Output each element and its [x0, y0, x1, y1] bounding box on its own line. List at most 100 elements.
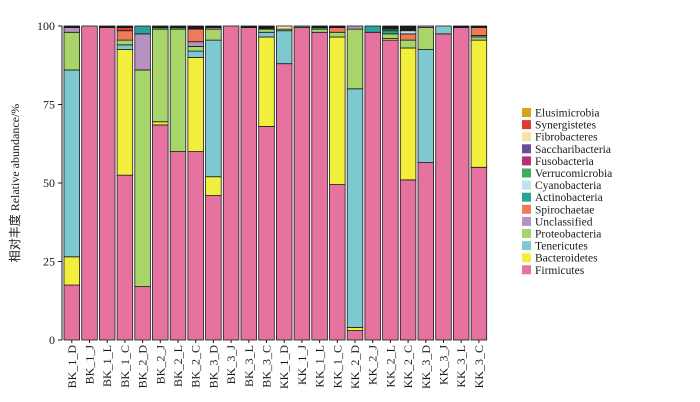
bar-segment-others	[311, 25, 328, 28]
legend-swatch	[522, 265, 531, 275]
legend-item: Tenericutes	[522, 241, 588, 253]
bar-segment-others	[452, 25, 470, 28]
legend-swatch	[522, 229, 531, 238]
x-tick-label: KK_3_J	[437, 345, 451, 385]
bar-stack	[329, 25, 346, 341]
legend-label: Firmicutes	[535, 265, 585, 277]
bar-segment	[470, 27, 488, 36]
bar-segment	[205, 28, 222, 41]
bar-segment	[134, 286, 151, 341]
y-tick-label: 50	[43, 176, 55, 190]
legend-item: Spirochaetae	[522, 204, 594, 216]
x-tick-label: BK_3_L	[242, 345, 256, 387]
legend-item: Saccharibacteria	[522, 144, 611, 156]
bar-stack	[293, 25, 311, 341]
x-tick-label: KK_2_L	[383, 345, 397, 388]
legend-label: Saccharibacteria	[535, 144, 611, 156]
bar-segment-others	[152, 25, 169, 28]
bar-segment-others	[205, 25, 222, 28]
bar-stack	[152, 25, 169, 341]
bar-stack	[63, 25, 81, 341]
legend-item: Verrucomicrobia	[522, 168, 612, 180]
bar-segment-others	[240, 25, 258, 28]
bar-segment-others	[329, 25, 346, 28]
x-tick-label: KK_1_D	[277, 345, 291, 389]
legend-swatch	[522, 216, 531, 226]
x-tick-label: KK_3_D	[419, 345, 433, 389]
x-tick-label: BK_1_J	[83, 345, 97, 385]
bar-segment	[258, 31, 275, 38]
legend-item: Bacteroidetes	[522, 253, 598, 265]
bar-segment	[346, 330, 364, 341]
legend-swatch	[522, 156, 531, 166]
bar-stack	[240, 25, 258, 341]
bar-segment	[435, 33, 452, 341]
legend-swatch	[522, 120, 531, 130]
y-tick-label: 100	[37, 19, 55, 33]
x-tick-label: KK_1_J	[295, 345, 309, 385]
legend-label: Actinobacteria	[535, 192, 603, 204]
bar-segment	[452, 27, 470, 341]
x-tick-label: BK_2_D	[136, 345, 150, 389]
bar-segment	[187, 41, 204, 47]
bar-segment	[116, 27, 134, 32]
legend-item: Cyanobacteria	[522, 180, 601, 192]
legend-label: Unclassified	[535, 216, 593, 228]
bar-segment	[152, 28, 169, 123]
bar-segment	[116, 30, 134, 41]
bar-stack	[222, 25, 240, 341]
bar-segment	[63, 69, 81, 258]
legend-label: Proteobacteria	[535, 229, 601, 241]
bar-segment	[275, 25, 293, 30]
bar-segment	[275, 63, 293, 341]
bar-segment	[329, 184, 346, 341]
bar-segment	[187, 57, 204, 152]
bar-stack	[187, 25, 204, 341]
legend-swatch	[522, 144, 531, 154]
bar-segment	[152, 124, 169, 341]
legend-swatch	[522, 168, 531, 178]
bar-segment	[382, 30, 399, 35]
bar-segment	[346, 327, 364, 331]
bar-segment	[417, 27, 435, 50]
bar-segment	[258, 36, 275, 127]
bar-segment-others	[99, 25, 116, 28]
x-tick-label: BK_1_D	[65, 345, 79, 389]
bar-segment	[364, 31, 381, 341]
bar-segment-others	[382, 25, 399, 30]
bar-segment	[81, 25, 98, 341]
legend-swatch	[522, 108, 531, 117]
bar-stack	[275, 25, 293, 341]
x-tick-label: BK_3_J	[224, 345, 238, 385]
bar-segment	[470, 36, 488, 41]
legend-item: Elusimicrobia	[522, 108, 600, 120]
bar-segment	[187, 28, 204, 43]
bar-segment-others	[258, 25, 275, 30]
legend-label: Tenericutes	[535, 241, 588, 253]
bar-stack	[205, 25, 222, 341]
bar-segment-others	[187, 25, 204, 30]
y-axis-title-group: 相对丰度 Relative abundance/%	[7, 104, 22, 263]
x-tick-label: KK_3_L	[454, 345, 468, 388]
bar-segment-others	[399, 25, 417, 32]
bar-segment	[152, 121, 169, 126]
bar-stack	[346, 25, 364, 341]
x-tick-label: BK_1_L	[100, 345, 114, 387]
bar-segment-others	[116, 25, 134, 28]
bar-segment	[435, 25, 452, 35]
y-tick-label: 0	[49, 333, 55, 347]
bar-segment	[258, 28, 275, 33]
y-axis-title: 相对丰度 Relative abundance/%	[7, 104, 22, 263]
legend-label: Fibrobacteres	[535, 132, 598, 144]
legend-label: Spirochaetae	[535, 204, 594, 216]
bar-segment	[187, 151, 204, 341]
bar-segment	[240, 27, 258, 341]
bar-segment	[470, 39, 488, 168]
bar-stack	[99, 25, 116, 341]
x-tick-label: KK_1_C	[330, 345, 344, 388]
bar-segment	[399, 33, 417, 41]
bar-stack	[435, 25, 452, 341]
x-tick-label: BK_1_C	[118, 345, 132, 388]
bar-segment	[169, 151, 187, 341]
